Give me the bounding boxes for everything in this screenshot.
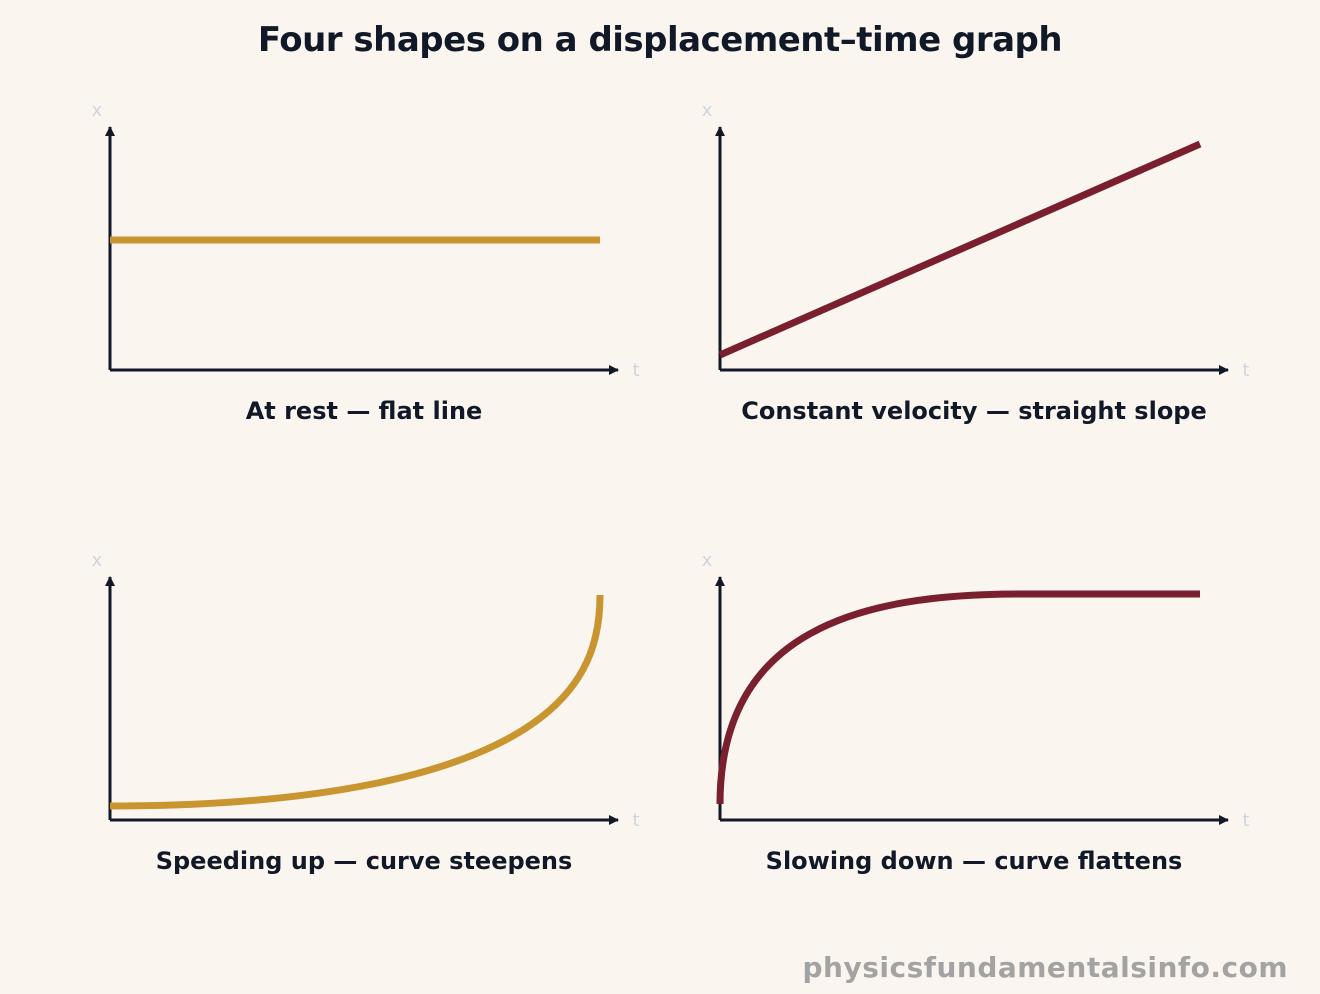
- y-axis-label: x: [702, 550, 713, 571]
- y-axis-label: x: [92, 100, 103, 121]
- panel-caption: Slowing down — curve flattens: [766, 847, 1183, 875]
- x-axis-label: t: [1242, 810, 1249, 831]
- x-axis-label: t: [632, 360, 639, 381]
- y-axis-label: x: [92, 550, 103, 571]
- panel-caption: Speeding up — curve steepens: [156, 847, 573, 875]
- concave-down-curve: [716, 590, 1200, 805]
- x-axis-label: t: [632, 810, 639, 831]
- panel-at-rest: x t At rest — flat line: [92, 100, 640, 425]
- x-axis-label: t: [1242, 360, 1249, 381]
- panel-slowing-down: x t Slowing down — curve flattens: [702, 550, 1250, 875]
- linear-curve: [718, 140, 1202, 359]
- concave-up-curve: [109, 594, 604, 810]
- page-title: Four shapes on a displacement–time graph: [257, 20, 1063, 60]
- panel-caption: Constant velocity — straight slope: [741, 397, 1207, 425]
- panel-caption: At rest — flat line: [246, 397, 483, 425]
- panel-constant-velocity: x t Constant velocity — straight slope: [702, 100, 1250, 425]
- footer-website: physicsfundamentalsinfo.com: [802, 951, 1288, 984]
- y-axis-label: x: [702, 100, 713, 121]
- panel-speeding-up: x t Speeding up — curve steepens: [92, 550, 640, 875]
